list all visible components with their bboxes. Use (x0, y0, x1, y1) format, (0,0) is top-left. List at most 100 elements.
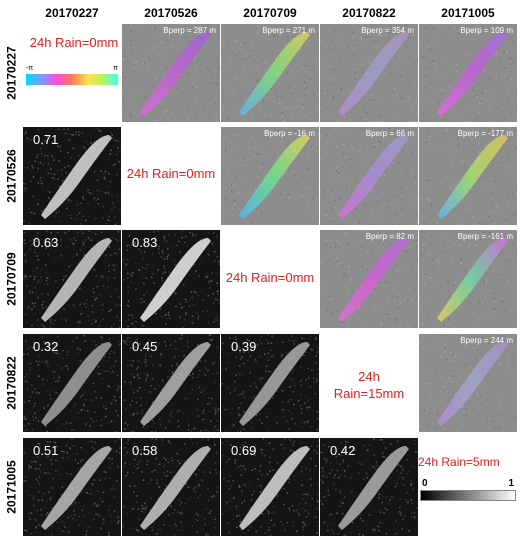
speckle (382, 247, 384, 249)
speckle (83, 146, 85, 148)
speckle (117, 438, 120, 440)
speckle (142, 452, 145, 455)
speckle (49, 388, 51, 391)
speckle (143, 506, 145, 509)
speckle (62, 279, 65, 281)
speckle (174, 234, 176, 237)
speckle (385, 221, 387, 223)
speckle (436, 428, 438, 430)
speckle (104, 192, 107, 194)
speckle (390, 477, 392, 480)
speckle (253, 396, 256, 398)
speckle (481, 92, 483, 94)
speckle (168, 36, 170, 38)
coherence-image (221, 334, 319, 432)
speckle (424, 293, 426, 295)
speckle (248, 340, 250, 342)
coherence-value: 0.42 (330, 443, 356, 458)
speckle (231, 52, 233, 54)
speckle (491, 220, 493, 222)
speckle (433, 133, 435, 136)
speckle (267, 426, 269, 429)
speckle (23, 417, 26, 420)
speckle (35, 416, 37, 419)
speckle (75, 130, 77, 132)
speckle (235, 395, 238, 397)
speckle (280, 96, 282, 98)
speckle (271, 32, 273, 34)
speckle (116, 374, 119, 377)
speckle (451, 162, 453, 164)
speckle (310, 426, 313, 428)
speckle (96, 420, 98, 422)
speckle (287, 409, 290, 412)
speckle (231, 149, 233, 151)
speckle (208, 254, 210, 256)
speckle (509, 167, 511, 170)
speckle (28, 516, 30, 518)
speckle (85, 140, 87, 142)
speckle (338, 171, 340, 174)
speckle (484, 90, 487, 92)
speckle (286, 420, 288, 422)
speckle (187, 498, 189, 501)
interferogram-image (419, 24, 517, 122)
speckle (62, 358, 65, 360)
speckle (129, 463, 131, 466)
speckle (120, 403, 121, 405)
speckle (45, 356, 47, 359)
speckle (352, 290, 354, 292)
speckle (272, 59, 275, 61)
speckle (480, 100, 483, 102)
speckle (457, 137, 459, 139)
speckle (400, 237, 403, 239)
speckle (225, 147, 227, 149)
speckle (49, 326, 51, 328)
speckle (317, 482, 319, 485)
speckle (218, 474, 220, 477)
speckle (299, 48, 302, 50)
speckle (414, 326, 416, 328)
speckle (365, 149, 367, 151)
speckle (426, 382, 428, 385)
speckle (209, 363, 212, 365)
speckle (42, 485, 44, 488)
speckle (405, 24, 407, 26)
speckle (249, 484, 251, 486)
speckle (313, 449, 316, 452)
speckle (416, 222, 418, 225)
speckle (109, 504, 111, 507)
speckle (393, 222, 395, 225)
speckle (297, 399, 300, 402)
speckle (101, 462, 103, 465)
speckle (444, 428, 446, 430)
speckle (375, 468, 377, 470)
speckle (49, 319, 52, 321)
speckle (36, 509, 38, 512)
speckle (395, 206, 397, 209)
speckle (111, 462, 113, 465)
speckle (401, 476, 403, 479)
speckle (280, 355, 283, 358)
speckle (227, 151, 230, 153)
speckle (430, 235, 433, 237)
speckle (344, 475, 346, 477)
speckle (410, 499, 413, 501)
speckle (197, 58, 200, 60)
speckle (387, 199, 389, 201)
speckle (77, 352, 79, 355)
speckle (55, 352, 57, 354)
speckle (239, 486, 241, 489)
speckle (170, 471, 172, 474)
speckle (48, 197, 50, 199)
speckle (326, 133, 328, 136)
speckle (170, 46, 172, 48)
speckle (159, 529, 162, 531)
speckle (33, 508, 36, 511)
speckle (163, 235, 165, 238)
speckle (159, 308, 162, 310)
speckle (422, 208, 425, 211)
speckle (502, 335, 504, 338)
speckle (385, 532, 388, 535)
speckle (361, 245, 364, 248)
